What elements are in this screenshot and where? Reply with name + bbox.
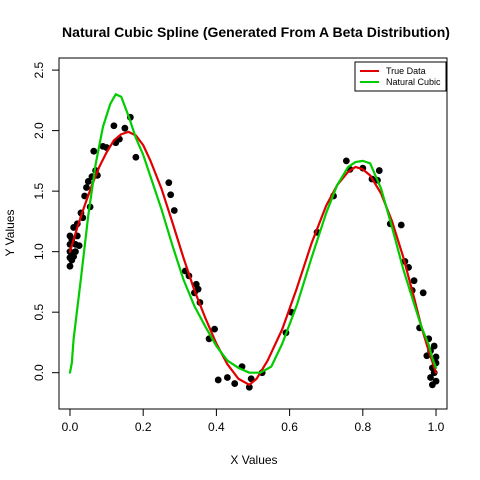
data-point [419,289,427,297]
plot-frame [58,57,448,410]
data-point [90,147,98,155]
data-point [214,376,222,384]
data-point [427,374,434,381]
data-point [72,248,79,256]
x-tick-label: 0.4 [208,420,225,434]
legend-label-natural-cubic: Natural Cubic [386,77,441,87]
data-point [83,184,90,191]
y-tick-label: 2.5 [32,61,46,78]
legend-box [354,61,447,92]
x-tick-label: 0.6 [281,420,298,434]
data-point [432,377,440,385]
data-point [423,352,431,360]
y-tick-label: 0.0 [32,364,46,381]
y-tick-label: 0.5 [32,304,46,321]
x-tick-label: 0.0 [62,420,79,434]
data-point [84,178,92,185]
data-point [397,221,405,229]
series-line-natural-cubic [68,93,438,374]
data-point [75,242,83,250]
data-point [66,262,74,270]
legend-label-true-data: True Data [386,66,426,76]
data-point [375,167,383,174]
x-tick-label: 0.8 [354,420,371,434]
data-point [432,353,440,361]
series-line-true-data [68,130,438,386]
x-axis-label: X Values [230,453,277,467]
chart-title: Natural Cubic Spline (Generated From A B… [62,24,450,40]
y-tick-label: 2.0 [32,122,46,139]
y-axis-label: Y Values [3,210,17,257]
data-point [167,191,175,199]
y-tick-label: 1.0 [32,243,46,260]
plot-area: 0.0 0.2 0.4 0.6 0.8 1.0 0.0 0.5 1.0 1.5 2.0 2.5 [32,57,448,434]
y-tick-label: 1.5 [32,182,46,199]
data-point [110,122,118,130]
data-point [194,285,202,293]
x-tick-label: 0.2 [135,420,152,434]
data-point [132,153,140,161]
data-point [410,277,418,285]
data-point [165,179,173,187]
x-tick-label: 1.0 [428,420,445,434]
data-point [245,383,253,391]
data-point [231,380,239,387]
data-point [223,374,231,381]
data-point [247,375,255,383]
data-point [342,157,350,165]
data-point [121,124,129,132]
data-point [211,325,218,333]
data-point [430,342,438,350]
data-point [170,207,178,214]
